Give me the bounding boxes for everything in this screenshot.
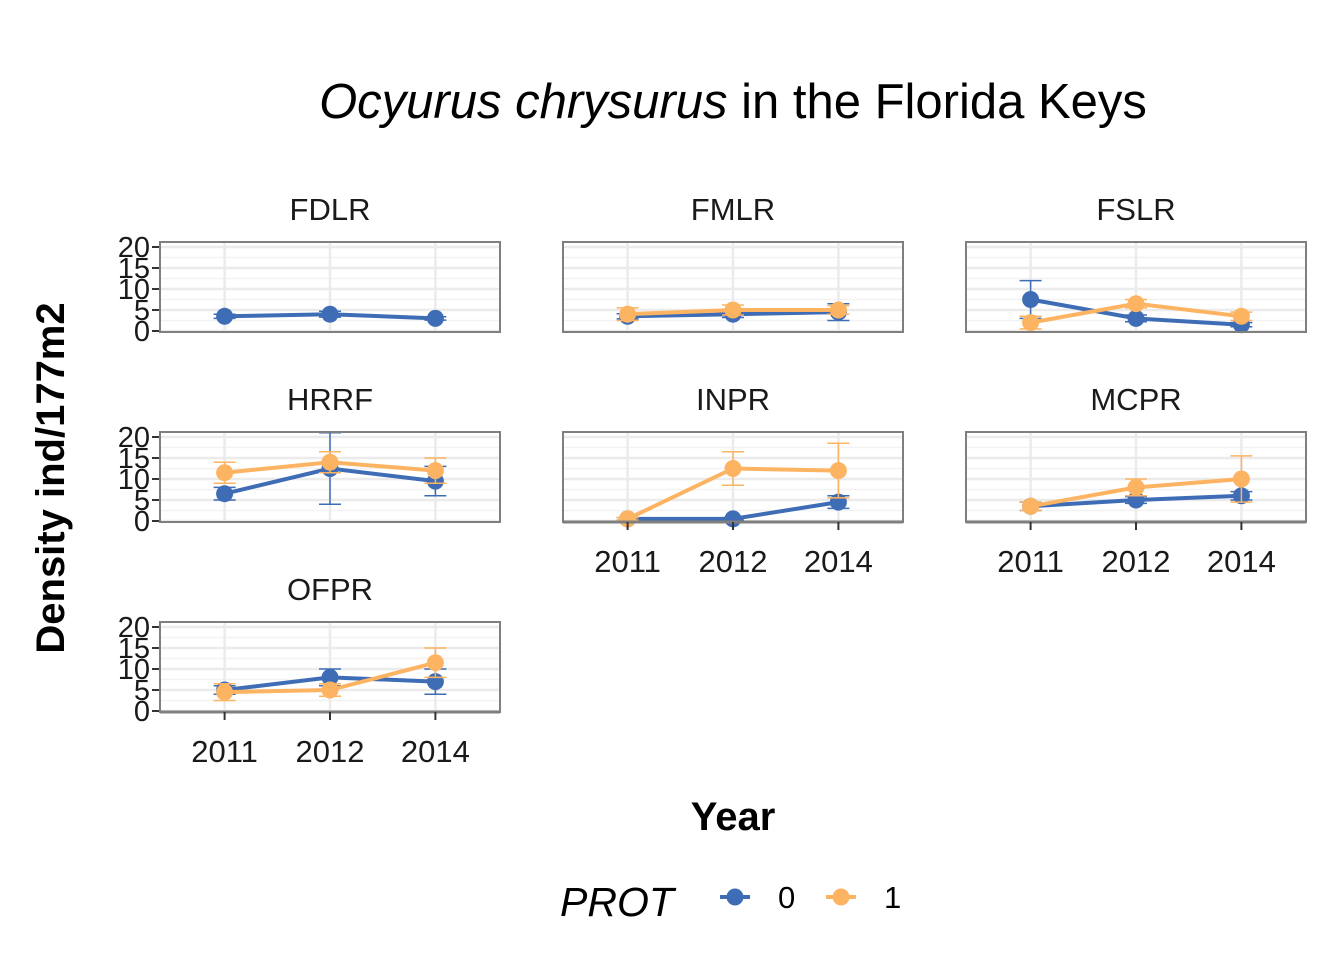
x-tick-label: 2014: [804, 544, 873, 579]
facet-label: MCPR: [1090, 382, 1181, 417]
x-tick-label: 2011: [191, 734, 258, 769]
panel-border: [965, 241, 1307, 333]
data-point-prot-1: [619, 305, 637, 323]
y-tick-label: 0: [134, 696, 150, 728]
data-point-prot-1: [1022, 497, 1040, 515]
facet-label: HRRF: [287, 382, 373, 417]
legend-label: 0: [778, 880, 795, 915]
data-point-prot-1: [426, 654, 444, 672]
panel-border: [159, 431, 501, 523]
legend-item-prot-1: 1: [826, 880, 901, 915]
x-tick-label: 2012: [699, 544, 768, 579]
y-tick-label: 0: [134, 316, 150, 348]
facet-label: OFPR: [287, 572, 373, 607]
panel-border: [562, 241, 904, 333]
data-point-prot-1: [1127, 295, 1145, 313]
panel-fmlr: FMLR: [562, 192, 904, 333]
legend-label: 1: [884, 880, 901, 915]
data-point-prot-0: [426, 309, 444, 327]
data-point-prot-1: [321, 681, 339, 699]
facet-label: FMLR: [691, 192, 775, 227]
y-tick-label: 15: [118, 443, 150, 475]
y-tick-label: 15: [118, 633, 150, 665]
data-point-prot-1: [1232, 470, 1250, 488]
y-tick-label: 5: [134, 675, 150, 707]
chart-title-species: Ocyurus chrysurus: [319, 75, 727, 129]
data-point-prot-0: [321, 305, 339, 323]
x-tick-label: 2012: [1102, 544, 1171, 579]
x-tick-label: 2014: [1207, 544, 1276, 579]
data-point-prot-1: [1232, 307, 1250, 325]
y-axis-title: Density ind/177m2: [29, 302, 73, 653]
x-tick-label: 2011: [997, 544, 1064, 579]
data-point-prot-1: [1127, 478, 1145, 496]
data-point-prot-1: [724, 460, 742, 477]
legend-point-swatch: [832, 888, 850, 906]
panel-border: [159, 241, 501, 333]
data-point-prot-0: [1022, 291, 1040, 308]
y-tick-label: 10: [118, 654, 150, 686]
data-point-prot-0: [1127, 309, 1145, 327]
data-point-prot-1: [426, 462, 444, 480]
legend: PROT 0 1: [560, 879, 901, 925]
data-point-prot-0: [216, 307, 234, 325]
data-point-prot-1: [216, 683, 234, 701]
data-point-prot-1: [829, 301, 847, 319]
chart-title-rest: in the Florida Keys: [728, 75, 1147, 129]
y-tick-label: 20: [118, 612, 150, 644]
facet-label: INPR: [696, 382, 770, 417]
data-point-prot-1: [321, 453, 339, 471]
legend-point-swatch: [726, 888, 744, 906]
y-tick-label: 5: [134, 295, 150, 327]
x-axis-title: Year: [691, 795, 776, 839]
x-tick-label: 2011: [594, 544, 661, 579]
legend-item-prot-0: 0: [720, 880, 795, 915]
facet-label: FDLR: [290, 192, 371, 227]
y-tick-label: 20: [118, 232, 150, 264]
data-point-prot-0: [216, 485, 234, 503]
legend-title: PROT: [560, 879, 677, 925]
data-point-prot-1: [1022, 314, 1040, 332]
data-point-prot-1: [724, 301, 742, 319]
panel-mcpr: MCPR 2011 2012 2014: [965, 382, 1307, 579]
panel-inpr: INPR 2011 2012 2014: [562, 382, 904, 579]
y-tick-label: 20: [118, 422, 150, 454]
data-point-prot-0: [321, 668, 339, 686]
y-tick-label: 0: [134, 506, 150, 538]
chart-title: Ocyurus chrysurus in the Florida Keys: [319, 75, 1147, 129]
panel-fslr: FSLR: [965, 192, 1307, 334]
y-tick-label: 10: [118, 464, 150, 496]
data-point-prot-1: [829, 462, 847, 480]
y-tick-label: 10: [118, 274, 150, 306]
x-tick-label: 2014: [401, 734, 470, 769]
data-point-prot-1: [216, 464, 234, 482]
x-tick-label: 2012: [296, 734, 365, 769]
y-tick-label: 5: [134, 485, 150, 517]
y-tick-label: 15: [118, 253, 150, 285]
facet-label: FSLR: [1096, 192, 1175, 227]
